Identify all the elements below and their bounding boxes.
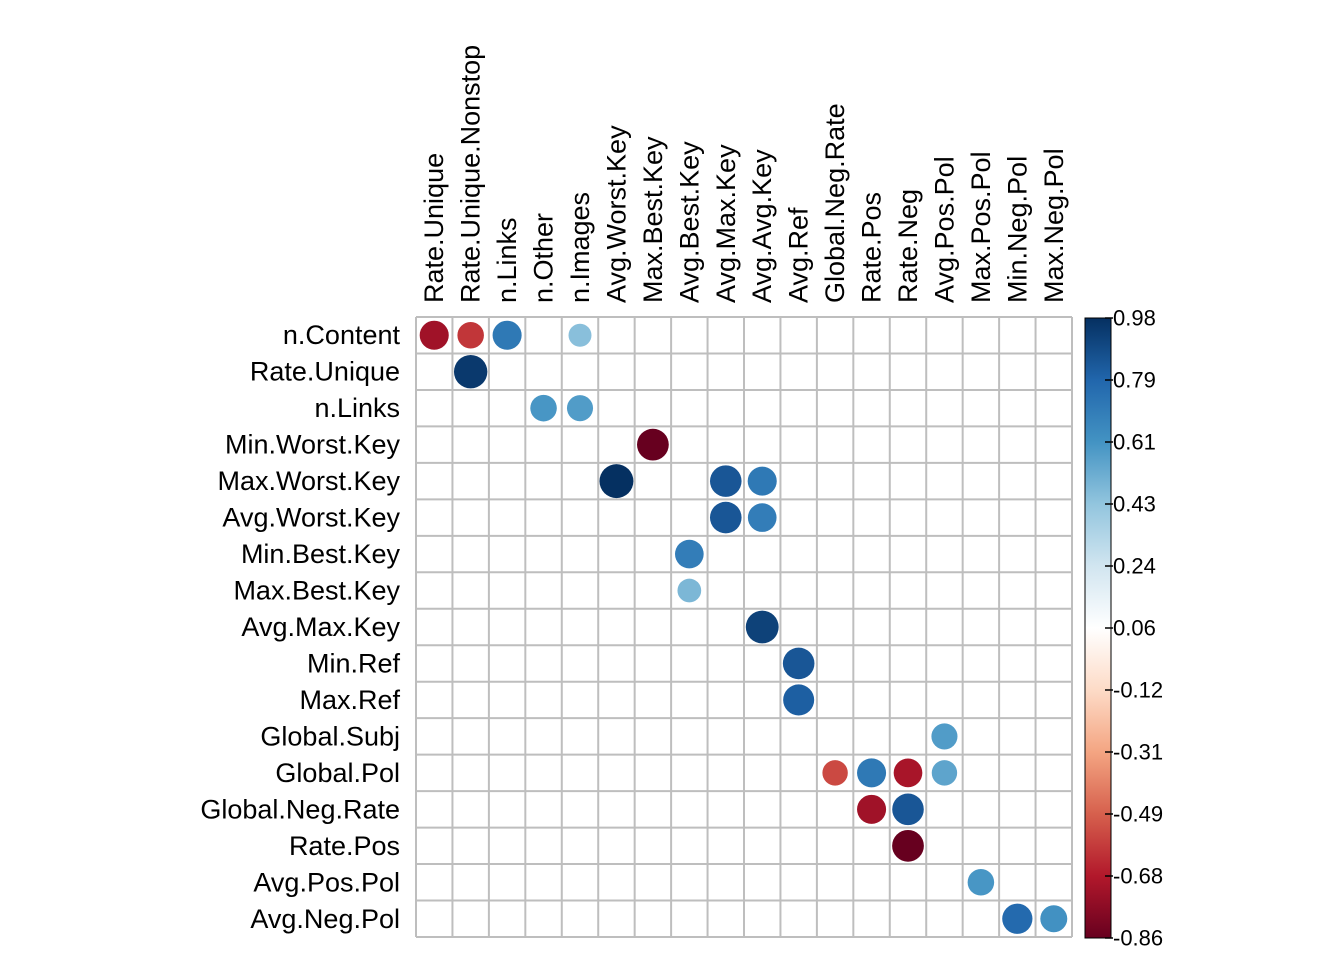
- colorbar-tick-label: 0.79: [1113, 368, 1156, 393]
- column-label: Avg.Pos.Pol: [929, 156, 959, 303]
- corr-circle-n.Content-Rate.Unique: [419, 320, 449, 350]
- row-label: Global.Subj: [260, 721, 400, 751]
- column-label: n.Links: [492, 217, 522, 303]
- corr-circle-Max.Worst.Key-Avg.Worst.Key: [599, 464, 634, 499]
- row-label: Min.Worst.Key: [225, 430, 401, 460]
- row-label: Avg.Pos.Pol: [253, 867, 400, 897]
- corr-circle-Global.Neg.Rate-Rate.Pos: [857, 794, 887, 824]
- colorbar-tick-label: -0.31: [1113, 740, 1163, 765]
- colorbar-tick-label: 0.43: [1113, 492, 1156, 517]
- column-label: Max.Best.Key: [638, 136, 668, 303]
- row-label: Max.Best.Key: [233, 576, 400, 606]
- grid: [415, 316, 1073, 938]
- row-label: Max.Worst.Key: [217, 466, 400, 496]
- corr-circle-n.Links-n.Images: [566, 395, 594, 422]
- column-label: Rate.Pos: [857, 192, 887, 303]
- colorbar-tick-label: -0.68: [1113, 864, 1163, 889]
- corr-circle-Global.Pol-Rate.Neg: [893, 758, 923, 788]
- row-label: Avg.Neg.Pol: [250, 904, 400, 934]
- colorbar-tick-label: 0.06: [1113, 616, 1156, 641]
- row-label: Global.Pol: [275, 758, 400, 788]
- column-label: Avg.Worst.Key: [601, 125, 631, 303]
- corr-circle-Rate.Pos-Rate.Neg: [892, 829, 924, 862]
- corr-circle-Max.Worst.Key-Avg.Avg.Key: [747, 466, 777, 496]
- colorbar-tick-label: -0.86: [1113, 926, 1163, 951]
- corr-circle-Max.Ref-Avg.Ref: [783, 684, 815, 716]
- row-label: n.Content: [283, 320, 401, 350]
- column-label: Avg.Avg.Key: [747, 149, 777, 303]
- row-label: Min.Ref: [307, 648, 401, 678]
- column-label: Rate.Unique: [419, 153, 449, 303]
- column-label: n.Images: [565, 192, 595, 303]
- column-label: Avg.Max.Key: [711, 144, 741, 303]
- colorbar-tick-label: 0.24: [1113, 554, 1156, 579]
- row-label: Global.Neg.Rate: [200, 794, 400, 824]
- corr-circle-Avg.Neg.Pol-Min.Neg.Pol: [1002, 903, 1033, 934]
- circles: [419, 320, 1068, 934]
- corr-circle-Max.Best.Key-Avg.Best.Key: [677, 578, 702, 603]
- corr-circle-Rate.Unique-Rate.Unique.Nonstop: [453, 355, 488, 389]
- corr-circle-Avg.Pos.Pol-Max.Pos.Pol: [967, 869, 995, 896]
- column-label: Min.Neg.Pol: [1002, 156, 1032, 303]
- row-label: Avg.Worst.Key: [222, 503, 400, 533]
- column-label: Rate.Neg: [893, 189, 923, 303]
- corr-circle-Global.Neg.Rate-Rate.Neg: [892, 793, 924, 826]
- corr-circle-Global.Pol-Rate.Pos: [857, 758, 887, 788]
- column-label: Max.Neg.Pol: [1039, 148, 1069, 303]
- corr-circle-Avg.Worst.Key-Avg.Max.Key: [709, 501, 742, 534]
- row-label: Min.Best.Key: [241, 539, 401, 569]
- corr-circle-Avg.Worst.Key-Avg.Avg.Key: [747, 503, 777, 532]
- column-label: Global.Neg.Rate: [820, 103, 850, 303]
- corr-circle-Max.Worst.Key-Avg.Max.Key: [709, 465, 742, 497]
- colorbar-tick-label: 0.61: [1113, 430, 1156, 455]
- corr-circle-Avg.Neg.Pol-Max.Neg.Pol: [1040, 905, 1068, 933]
- row-label: Avg.Max.Key: [241, 612, 400, 642]
- row-label: Rate.Pos: [289, 831, 400, 861]
- corr-circle-Global.Subj-Avg.Pos.Pol: [931, 723, 958, 750]
- colorbar: 0.98 0.79 0.61 0.43 0.24 0.06 -0.12 -0.31 -0.49 -…: [1084, 306, 1163, 951]
- colorbar-tick-label: -0.12: [1113, 678, 1163, 703]
- corr-circle-Min.Ref-Avg.Ref: [782, 647, 815, 680]
- column-label: Rate.Unique.Nonstop: [456, 45, 486, 303]
- row-label: Max.Ref: [299, 685, 400, 715]
- corr-circle-Global.Pol-Global.Neg.Rate: [822, 760, 848, 786]
- corr-circle-Avg.Max.Key-Avg.Avg.Key: [745, 610, 779, 644]
- column-labels: Rate.Unique Rate.Unique.Nonstop n.Links n.O…: [419, 45, 1069, 303]
- corr-circle-n.Content-n.Images: [568, 323, 592, 347]
- column-label: Max.Pos.Pol: [966, 151, 996, 303]
- row-labels: n.Content Rate.Unique n.Links Min.Worst.Key…: [200, 320, 400, 934]
- row-label: n.Links: [314, 393, 400, 423]
- column-label: n.Other: [529, 213, 559, 303]
- column-label: Avg.Ref: [784, 207, 814, 303]
- colorbar-tick-label: -0.49: [1113, 802, 1163, 827]
- colorbar-tick-label: 0.98: [1113, 306, 1156, 331]
- corr-circle-n.Links-n.Other: [530, 394, 557, 422]
- corr-circle-Min.Worst.Key-Max.Best.Key: [637, 428, 669, 461]
- corr-circle-Global.Pol-Avg.Pos.Pol: [931, 760, 958, 786]
- corr-circle-Min.Best.Key-Avg.Best.Key: [675, 539, 704, 569]
- column-label: Avg.Best.Key: [674, 141, 704, 303]
- corr-circle-n.Content-Rate.Unique.Nonstop: [457, 321, 484, 349]
- corr-circle-n.Content-n.Links: [492, 320, 522, 350]
- row-label: Rate.Unique: [250, 357, 400, 387]
